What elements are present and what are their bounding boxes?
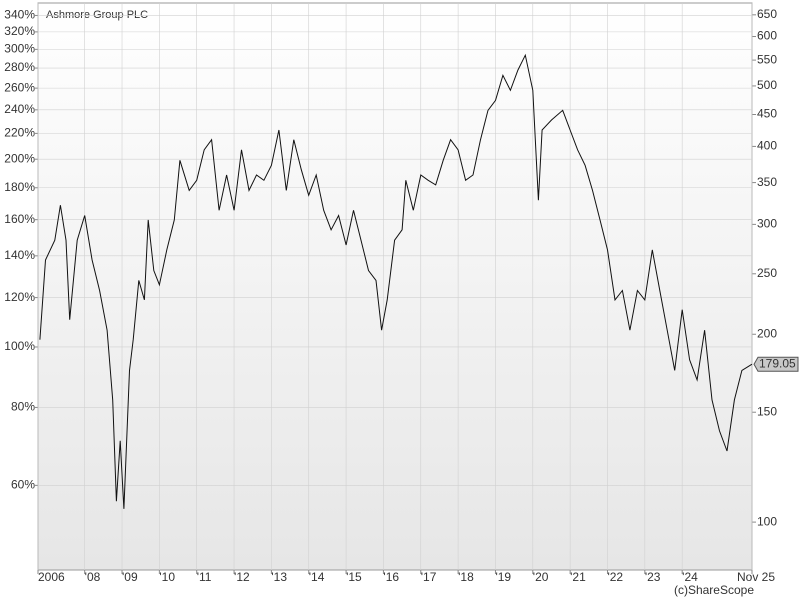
y-tick-label: 120%: [4, 290, 35, 304]
x-tick-label: '14: [309, 570, 325, 584]
x-tick-label: '12: [234, 570, 250, 584]
y2-tick-label: 300: [757, 217, 777, 231]
y-tick-label: 100%: [4, 339, 35, 353]
y-tick-label: 220%: [4, 126, 35, 140]
y-tick-label: 180%: [4, 180, 35, 194]
x-tick-label: '22: [607, 570, 623, 584]
x-tick-label: '16: [383, 570, 399, 584]
x-tick-label: '09: [122, 570, 138, 584]
x-tick-label: '08: [85, 570, 101, 584]
plot-area: [37, 2, 753, 571]
y-tick-label: 80%: [11, 400, 35, 414]
x-tick-label: '21: [570, 570, 586, 584]
y-tick-label: 320%: [4, 24, 35, 38]
chart-title: Ashmore Group PLC: [46, 9, 148, 21]
y2-tick-label: 500: [757, 78, 777, 92]
y2-tick-label: 400: [757, 139, 777, 153]
y2-tick-label: 350: [757, 175, 777, 189]
y2-tick-label: 600: [757, 29, 777, 43]
x-tick-label: '19: [495, 570, 511, 584]
y2-tick-label: 650: [757, 7, 777, 21]
price-line: [39, 53, 753, 509]
y-tick-label: 280%: [4, 60, 35, 74]
y2-tick-label: 100: [757, 514, 777, 528]
y-tick-label: 240%: [4, 102, 35, 116]
y-tick-label: 340%: [4, 8, 35, 22]
x-tick-label: Nov 25: [737, 570, 775, 584]
y2-tick-label: 250: [757, 266, 777, 280]
y-tick-label: 60%: [11, 478, 35, 492]
y2-tick-label: 200: [757, 326, 777, 340]
x-tick-label: '18: [458, 570, 474, 584]
x-tick-label: '23: [645, 570, 661, 584]
y-tick-label: 160%: [4, 212, 35, 226]
x-tick-label: '20: [533, 570, 549, 584]
x-tick-label: 2006: [38, 570, 65, 584]
y-tick-label: 300%: [4, 42, 35, 56]
y2-tick-label: 450: [757, 107, 777, 121]
y2-tick-label: 150: [757, 404, 777, 418]
last-price-box: [753, 356, 799, 372]
x-tick-label: '15: [346, 570, 362, 584]
x-tick-label: '13: [271, 570, 287, 584]
y-tick-label: 140%: [4, 248, 35, 262]
y-tick-label: 200%: [4, 151, 35, 165]
y2-tick-label: 550: [757, 52, 777, 66]
y-tick-label: 260%: [4, 80, 35, 94]
x-tick-label: '11: [197, 570, 212, 584]
x-tick-label: '17: [421, 570, 437, 584]
last-price-label: 179.05: [759, 356, 796, 370]
credit: (c)ShareScope: [674, 583, 754, 597]
x-tick-label: '10: [159, 570, 175, 584]
x-tick-label: '24: [682, 570, 698, 584]
